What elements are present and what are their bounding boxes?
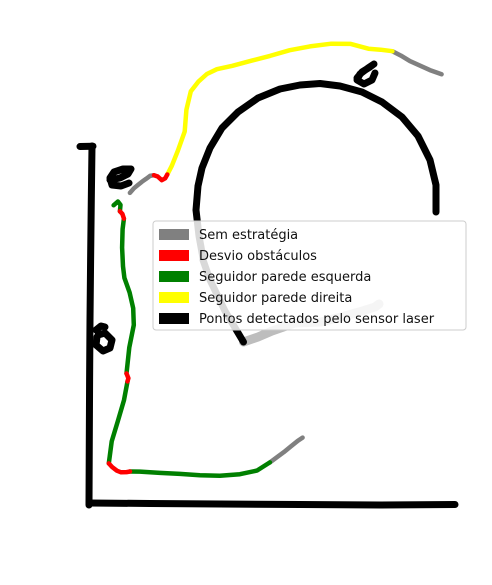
desvio-obstaculos-segment-3 bbox=[124, 371, 131, 384]
pontos-detectados-pelo-sensor-laser-segment-5 bbox=[192, 80, 440, 262]
legend-frame bbox=[152, 220, 467, 331]
legend-swatch-pontos-detectados-pelo-sensor-laser bbox=[159, 313, 189, 324]
sem-estrategia-segment-3 bbox=[390, 48, 444, 77]
legend-label-seguidor-parede-esquerda: Seguidor parede esquerda bbox=[199, 270, 371, 285]
legend-swatch-sem-estrategia bbox=[159, 229, 189, 240]
desvio-obstaculos-segment-1 bbox=[151, 172, 170, 183]
pontos-detectados-pelo-sensor-laser-segment-2 bbox=[85, 142, 96, 509]
series-layer bbox=[76, 41, 459, 509]
seguidor-parede-esquerda-segment-2 bbox=[106, 379, 130, 466]
desvio-obstaculos-segment-4 bbox=[106, 461, 133, 475]
legend: Sem estratégia Desvio obstáculos Seguidor … bbox=[152, 220, 467, 331]
legend-items: Sem estratégia Desvio obstáculos Seguidor … bbox=[159, 228, 435, 327]
pontos-detectados-pelo-sensor-laser-segment-7 bbox=[92, 322, 109, 334]
seguidor-parede-esquerda-segment-4 bbox=[111, 199, 123, 214]
pontos-detectados-pelo-sensor-laser-segment-9 bbox=[353, 60, 379, 88]
pontos-detectados-pelo-sensor-laser-segment-3 bbox=[85, 499, 459, 509]
pontos-detectados-pelo-sensor-laser-segment-6 bbox=[106, 165, 135, 190]
seguidor-parede-esquerda-segment-1 bbox=[119, 216, 137, 376]
legend-label-pontos-detectados-pelo-sensor-laser: Pontos detectados pelo sensor laser bbox=[199, 312, 435, 327]
legend-swatch-seguidor-parede-direita bbox=[159, 292, 189, 303]
seguidor-parede-esquerda-segment-3 bbox=[127, 460, 273, 478]
pontos-detectados-pelo-sensor-laser-segment-8 bbox=[92, 329, 116, 355]
sem-estrategia-segment-1 bbox=[127, 172, 157, 196]
sem-estrategia-segment-2 bbox=[267, 435, 305, 465]
seguidor-parede-direita-segment-1 bbox=[165, 41, 395, 177]
legend-label-sem-estrategia: Sem estratégia bbox=[199, 228, 298, 243]
legend-label-seguidor-parede-direita: Seguidor parede direita bbox=[199, 291, 352, 306]
legend-label-desvio-obstaculos: Desvio obstáculos bbox=[199, 249, 317, 264]
desvio-obstaculos-segment-2 bbox=[117, 209, 127, 221]
legend-swatch-desvio-obstaculos bbox=[159, 250, 189, 261]
legend-swatch-seguidor-parede-esquerda bbox=[159, 271, 189, 282]
